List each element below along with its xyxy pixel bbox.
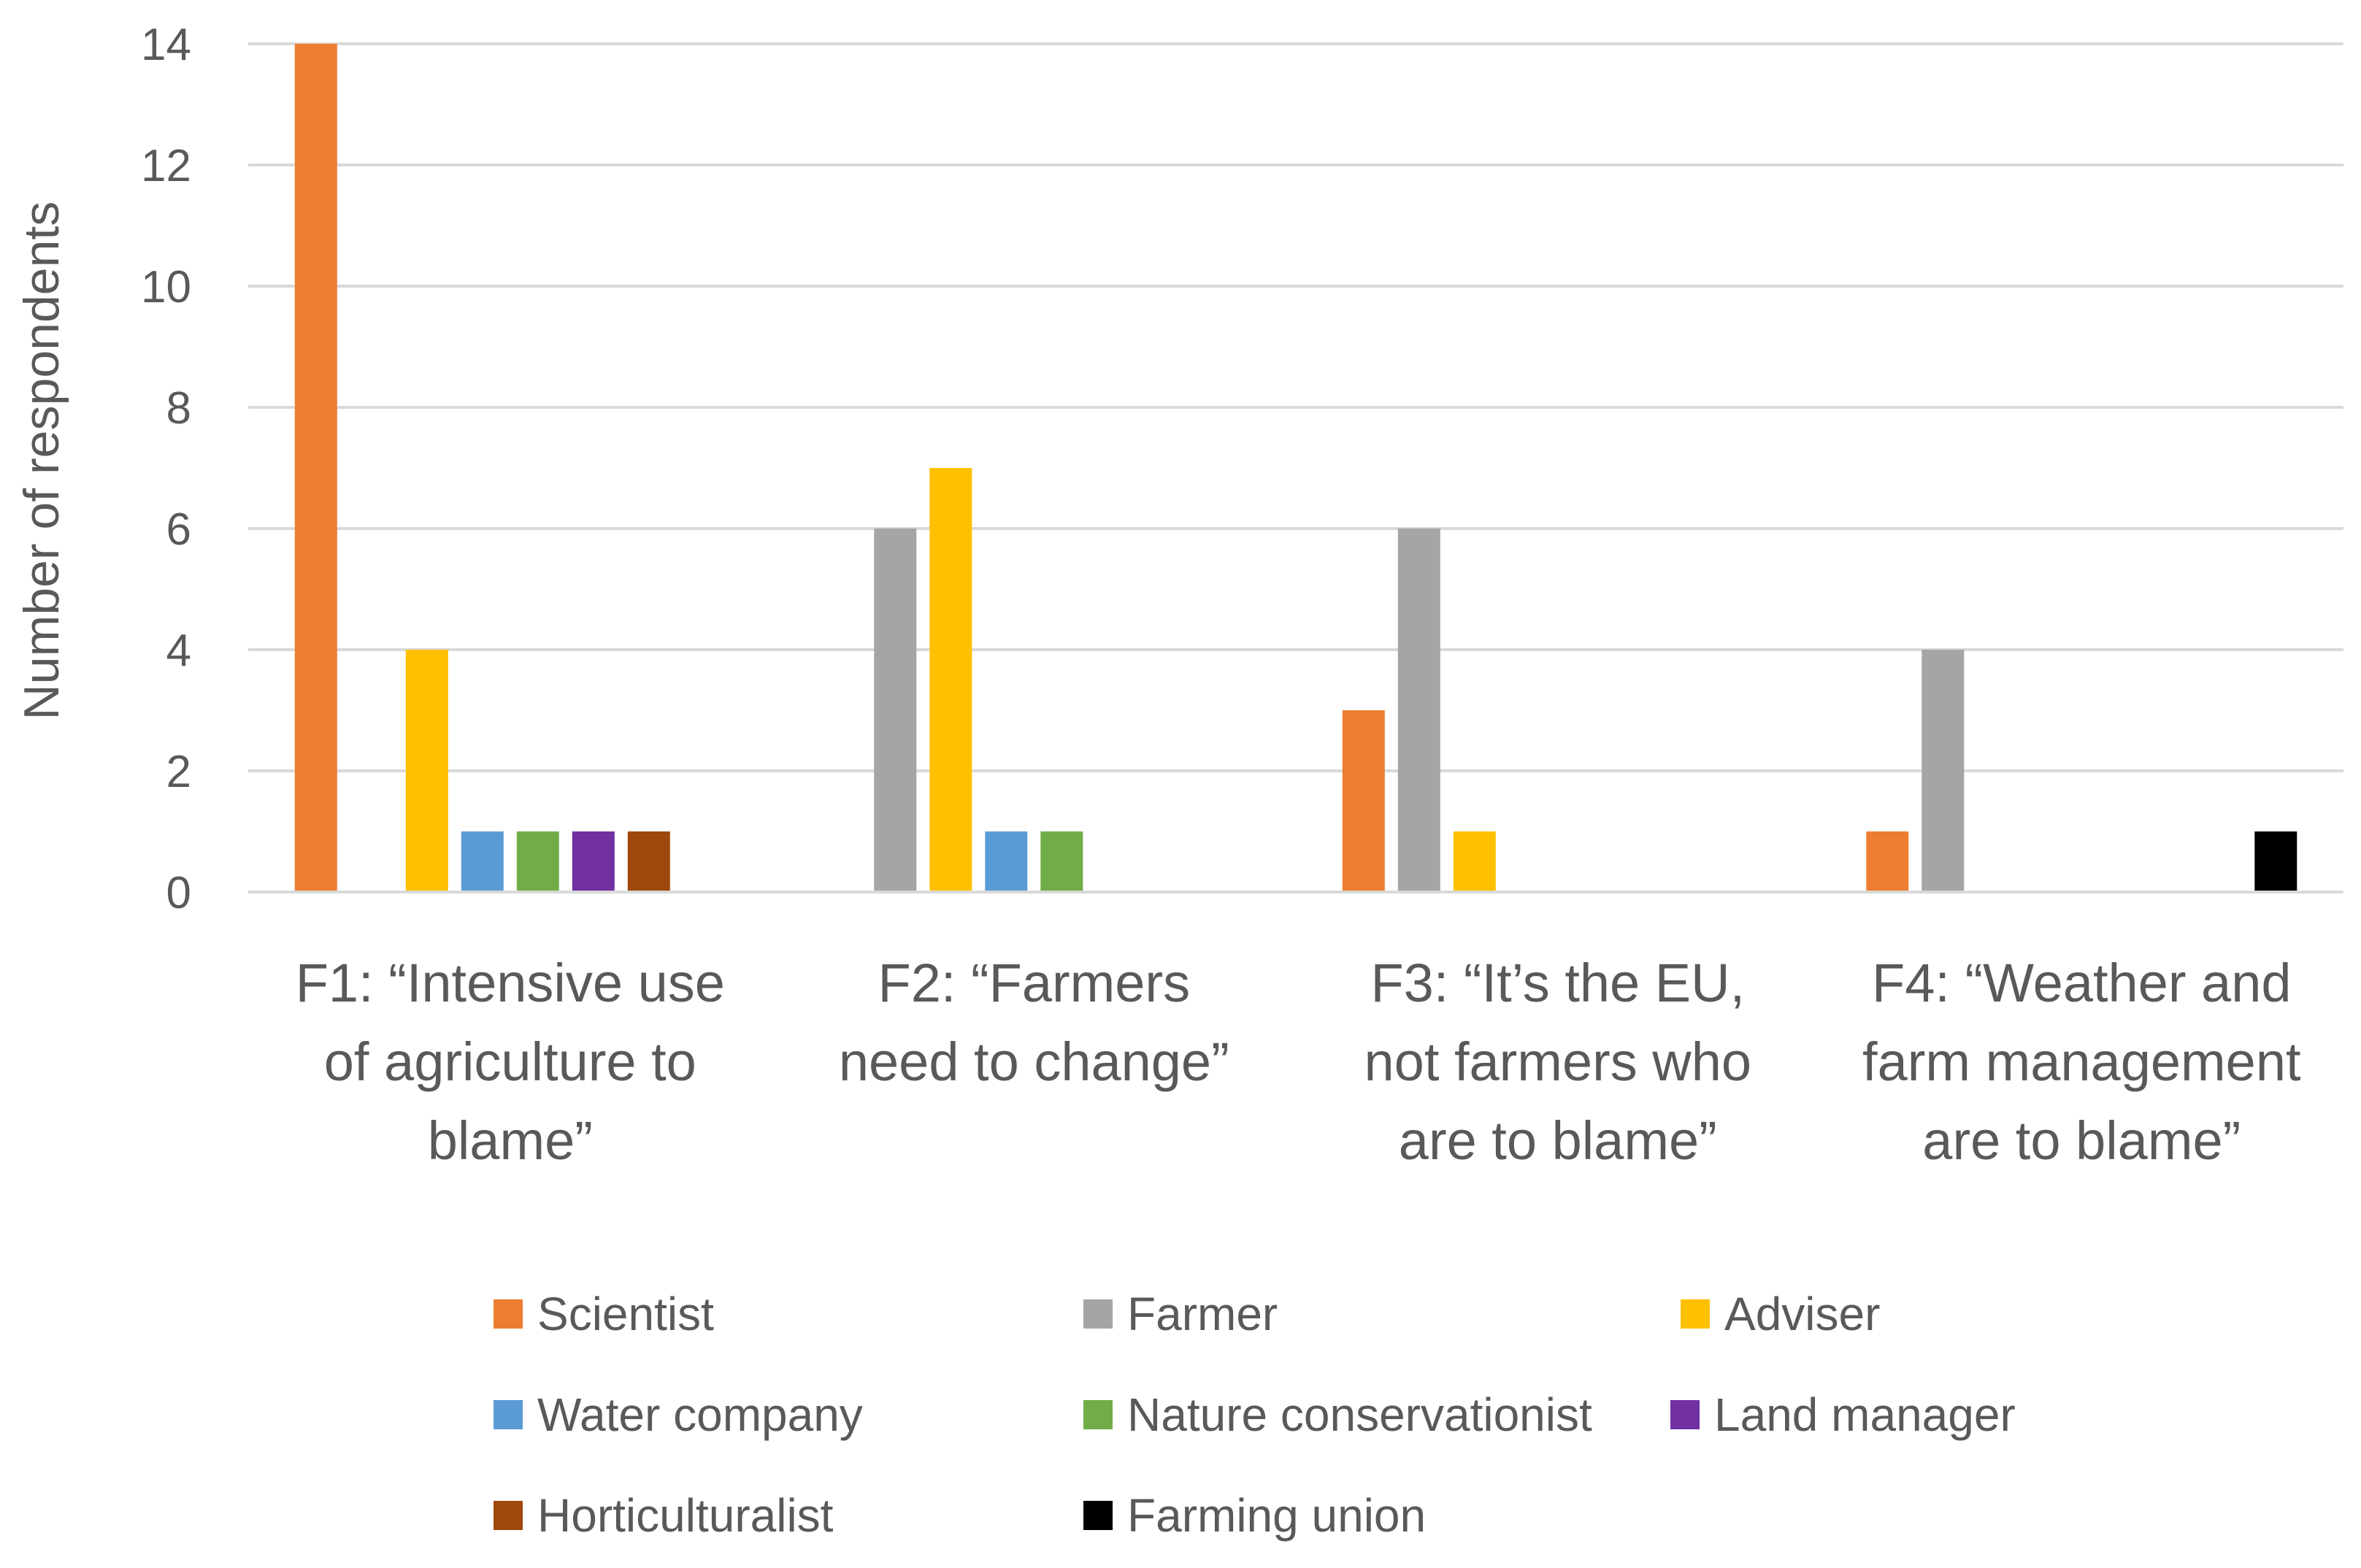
- legend-swatch: [1083, 1400, 1113, 1429]
- bar-nature-conservationist-f1: [516, 831, 559, 892]
- legend-item-horticulturalist: Horticulturalist: [494, 1486, 833, 1545]
- bar-water-company-f2: [985, 831, 1028, 892]
- legend-item-farmer: Farmer: [1083, 1285, 1278, 1343]
- y-tick-label: 12: [141, 141, 191, 191]
- legend: Scientist Farmer Adviser Water company Natur…: [494, 1285, 2173, 1548]
- bars: [294, 44, 2297, 892]
- legend-swatch: [1083, 1501, 1113, 1530]
- y-tick-label: 14: [141, 20, 191, 70]
- y-tick-label: 10: [141, 262, 191, 312]
- x-category-label: F3: “It’s the EU, not farmers who are to b…: [1364, 953, 1752, 1171]
- bar-adviser-f2: [929, 468, 972, 892]
- bar-nature-conservationist-f2: [1040, 831, 1083, 892]
- legend-item-farming-union: Farming union: [1083, 1486, 1426, 1545]
- bar-farming-union-f4: [2254, 831, 2297, 892]
- legend-item-adviser: Adviser: [1681, 1285, 1880, 1343]
- gridlines: [248, 42, 2343, 772]
- legend-swatch: [494, 1501, 523, 1530]
- legend-label: Water company: [537, 1388, 863, 1441]
- y-tick-label: 6: [166, 504, 191, 555]
- legend-item-nature-conservationist: Nature conservationist: [1083, 1386, 1592, 1444]
- legend-item-scientist: Scientist: [494, 1285, 714, 1343]
- bar-horticulturalist-f1: [627, 831, 670, 892]
- legend-item-water-company: Water company: [494, 1386, 863, 1444]
- legend-swatch: [494, 1299, 523, 1329]
- legend-label: Farmer: [1127, 1288, 1278, 1340]
- bar-adviser-f1: [405, 650, 448, 892]
- bar-farmer-f4: [1922, 650, 1965, 892]
- x-category-label: F2: “Farmers need to change”: [839, 953, 1229, 1092]
- y-tick-label: 4: [166, 626, 191, 676]
- y-axis-title: Number of respondents: [14, 201, 69, 720]
- bar-scientist-f4: [1866, 831, 1909, 892]
- bar-adviser-f3: [1453, 831, 1496, 892]
- legend-label: Scientist: [537, 1288, 714, 1340]
- y-tick-label: 0: [166, 868, 191, 918]
- legend-label: Horticulturalist: [537, 1489, 834, 1542]
- bar-scientist-f3: [1342, 710, 1385, 892]
- legend-label: Nature conservationist: [1127, 1388, 1592, 1441]
- legend-item-land-manager: Land manager: [1670, 1386, 2016, 1444]
- bar-scientist-f1: [294, 44, 337, 892]
- bar-farmer-f2: [874, 529, 917, 892]
- y-tick-label: 2: [166, 747, 191, 797]
- legend-swatch: [1083, 1299, 1113, 1329]
- legend-label: Land manager: [1714, 1388, 2016, 1441]
- bar-water-company-f1: [461, 831, 504, 892]
- x-axis-labels: F1: “Intensive use of agriculture to blame…: [296, 953, 2301, 1171]
- legend-label: Adviser: [1724, 1288, 1881, 1340]
- bar-land-manager-f1: [572, 831, 615, 892]
- legend-swatch: [1670, 1400, 1700, 1429]
- x-category-label: F4: “Weather and farm management are to bl…: [1862, 953, 2301, 1171]
- x-category-label: F1: “Intensive use of agriculture to blame…: [296, 953, 725, 1171]
- legend-swatch: [1681, 1299, 1710, 1329]
- y-axis-ticks: 0 2 4 6 8 10 12 14: [141, 20, 191, 918]
- bar-farmer-f3: [1397, 529, 1440, 892]
- y-tick-label: 8: [166, 383, 191, 434]
- legend-swatch: [494, 1400, 523, 1429]
- legend-label: Farming union: [1127, 1489, 1427, 1542]
